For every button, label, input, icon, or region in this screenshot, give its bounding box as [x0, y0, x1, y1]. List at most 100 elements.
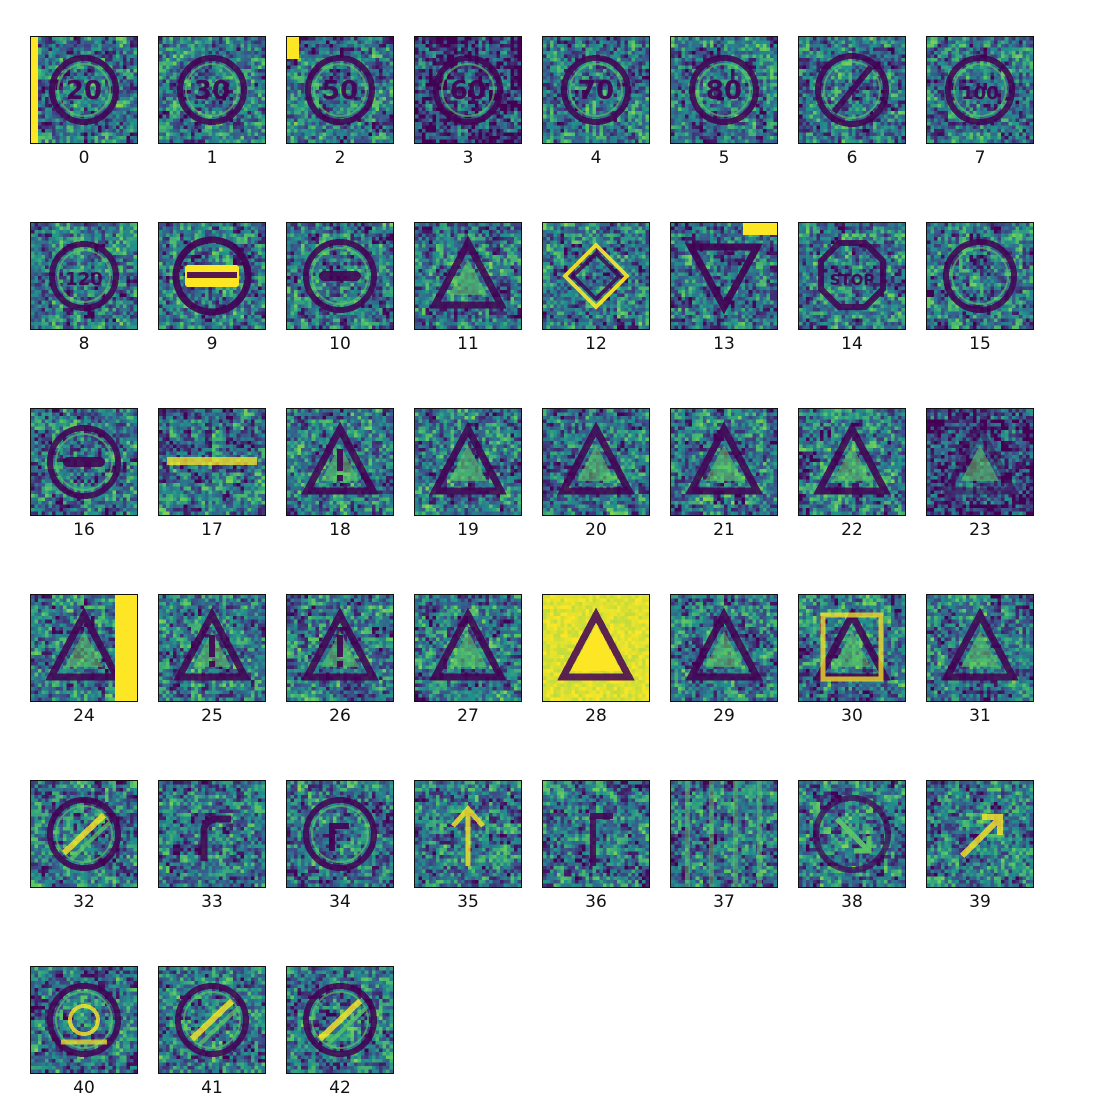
image-cell: 32 [30, 780, 138, 914]
image-panel: 70 [542, 36, 650, 144]
image-panel: 30 [158, 36, 266, 144]
heatmap-image [159, 967, 265, 1073]
class-label: 6 [798, 148, 906, 168]
sign-glyph [813, 795, 891, 873]
class-label: 3 [414, 148, 522, 168]
sign-glyph [303, 239, 377, 313]
sign-glyph [429, 607, 507, 681]
heatmap-image [543, 595, 649, 701]
image-panel [926, 594, 1034, 702]
image-cell: 9 [158, 222, 266, 356]
heatmap-image [543, 409, 649, 515]
image-cell: 26 [286, 594, 394, 728]
image-cell: 15 [926, 222, 1034, 356]
heatmap-pixels [799, 223, 905, 329]
image-panel [926, 408, 1034, 516]
heatmap-pixels [415, 37, 521, 143]
image-panel [542, 594, 650, 702]
image-cell: 40 [30, 966, 138, 1100]
heatmap-image [543, 781, 649, 887]
image-cell: 24 [30, 594, 138, 728]
sign-glyph [561, 55, 631, 125]
class-label: 5 [670, 148, 778, 168]
image-panel: 20 [30, 36, 138, 144]
image-panel: 50 [286, 36, 394, 144]
class-label: 23 [926, 520, 1034, 540]
heatmap-image [415, 409, 521, 515]
class-label: 14 [798, 334, 906, 354]
image-cell: 80 5 [670, 36, 778, 170]
sign-glyph [685, 421, 763, 495]
image-cell: 37 [670, 780, 778, 914]
image-panel [926, 780, 1034, 888]
sign-glyph [941, 421, 1019, 495]
image-panel [286, 222, 394, 330]
class-label: 35 [414, 892, 522, 912]
sign-glyph [177, 55, 247, 125]
class-label: 21 [670, 520, 778, 540]
sign-glyph [47, 983, 121, 1057]
image-panel [30, 594, 138, 702]
class-label: 15 [926, 334, 1034, 354]
class-label: 34 [286, 892, 394, 912]
image-cell: 31 [926, 594, 1034, 728]
image-cell: 50 2 [286, 36, 394, 170]
class-label: 11 [414, 334, 522, 354]
heatmap-image [415, 781, 521, 887]
class-label: 31 [926, 706, 1034, 726]
image-cell: 17 [158, 408, 266, 542]
heatmap-image [927, 409, 1033, 515]
heatmap-image [31, 595, 137, 701]
class-label: 41 [158, 1078, 266, 1098]
image-panel [542, 780, 650, 888]
image-panel [158, 222, 266, 330]
class-label: 1 [158, 148, 266, 168]
sign-text: 30 [194, 76, 230, 106]
sign-glyph [433, 55, 503, 125]
sign-glyph [557, 607, 635, 681]
class-label: 24 [30, 706, 138, 726]
class-label: 27 [414, 706, 522, 726]
class-label: 10 [286, 334, 394, 354]
class-label: 8 [30, 334, 138, 354]
image-cell: STOP 14 [798, 222, 906, 356]
heatmap-image: 120 [31, 223, 137, 329]
image-panel: STOP [798, 222, 906, 330]
heatmap-image [927, 595, 1033, 701]
image-panel [30, 966, 138, 1074]
sign-glyph [813, 421, 891, 495]
class-label: 40 [30, 1078, 138, 1098]
heatmap-image [671, 595, 777, 701]
image-cell: 34 [286, 780, 394, 914]
heatmap-image [287, 967, 393, 1073]
class-label: 28 [542, 706, 650, 726]
heatmap-pixels [927, 409, 1033, 515]
heatmap-image: 30 [159, 37, 265, 143]
sign-glyph [813, 607, 891, 682]
heatmap-pixels [159, 409, 265, 515]
sign-glyph [303, 983, 377, 1057]
sign-glyph [451, 805, 485, 866]
heatmap-pixels [287, 781, 393, 887]
heatmap-image [543, 223, 649, 329]
sign-glyph [815, 53, 889, 127]
heatmap-image: 100 [927, 37, 1033, 143]
heatmap-image [31, 967, 137, 1073]
class-label: 25 [158, 706, 266, 726]
heatmap-image [31, 409, 137, 515]
class-label: 9 [158, 334, 266, 354]
sign-glyph [943, 239, 1017, 313]
image-cell: 18 [286, 408, 394, 542]
sign-glyph [562, 242, 630, 310]
heatmap-image: 70 [543, 37, 649, 143]
heatmap-pixels [415, 781, 521, 887]
sign-glyph [301, 607, 379, 681]
heatmap-image: 20 [31, 37, 137, 143]
image-cell: 29 [670, 594, 778, 728]
class-label: 36 [542, 892, 650, 912]
heatmap-pixels [543, 781, 649, 887]
image-panel [158, 594, 266, 702]
sign-glyph [685, 243, 763, 315]
heatmap-image [671, 409, 777, 515]
